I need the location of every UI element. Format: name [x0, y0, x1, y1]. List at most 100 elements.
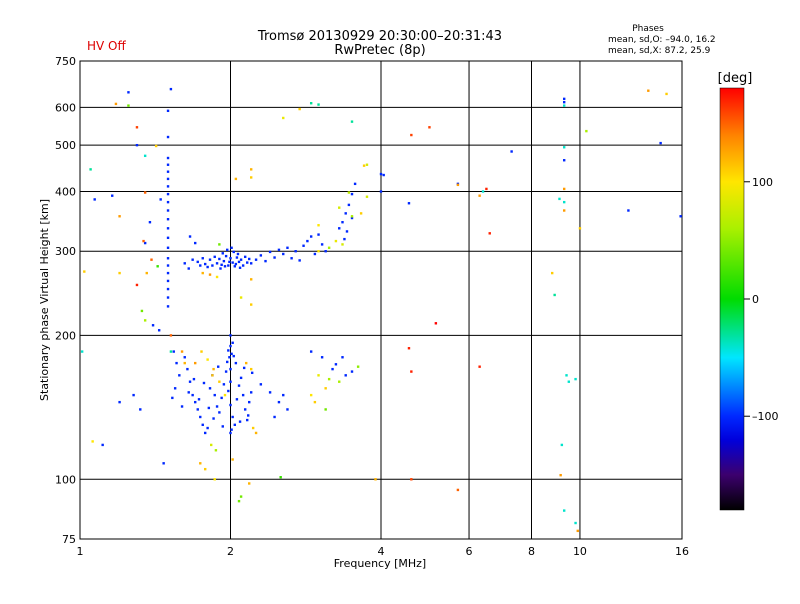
data-point: [558, 197, 561, 201]
data-point: [228, 260, 231, 264]
data-point: [248, 400, 251, 404]
data-point: [224, 254, 228, 258]
data-point: [211, 374, 214, 377]
data-point: [180, 350, 184, 353]
data-point: [224, 370, 228, 373]
data-point: [208, 273, 212, 276]
data-point: [196, 408, 199, 411]
data-point: [166, 156, 170, 160]
data-point: [166, 236, 170, 240]
data-point: [428, 126, 431, 129]
data-point: [166, 163, 170, 166]
data-point: [242, 366, 246, 370]
data-point: [118, 271, 121, 275]
colorbar-tick-label: –100: [752, 410, 779, 423]
data-point: [478, 194, 481, 197]
data-point: [343, 237, 346, 241]
data-point: [139, 408, 142, 411]
data-point: [203, 467, 207, 471]
data-point: [118, 400, 121, 404]
data-point: [166, 264, 170, 267]
data-point: [221, 425, 224, 428]
data-point: [562, 200, 566, 204]
data-point: [237, 499, 241, 503]
data-point: [114, 102, 118, 106]
data-point: [201, 271, 204, 275]
data-point: [249, 168, 253, 171]
data-point: [186, 367, 189, 371]
data-point: [338, 206, 341, 209]
data-point: [91, 440, 94, 443]
data-point: [345, 230, 349, 233]
chart-title-line2: RwPretec (8p): [334, 43, 425, 58]
phases-line1: mean, sd,O: –94.0, 16.2: [608, 35, 716, 45]
data-point: [192, 377, 196, 381]
data-point: [232, 354, 235, 358]
data-point: [247, 414, 250, 417]
data-point: [233, 265, 236, 268]
data-point: [213, 393, 216, 397]
data-point: [350, 216, 354, 220]
data-point: [565, 374, 568, 377]
axis-ticks: 1 2 4 6 8 10 16 75 100 200 300 400 500 600 750: [55, 55, 689, 558]
data-point: [264, 259, 267, 263]
data-point: [201, 423, 204, 427]
data-point: [201, 257, 204, 260]
data-point: [127, 91, 130, 94]
data-point: [379, 172, 383, 176]
data-point: [365, 163, 369, 166]
data-point: [166, 227, 170, 230]
hv-status-label: HV Off: [87, 39, 126, 53]
data-point: [231, 341, 234, 344]
data-point: [245, 361, 248, 365]
data-point: [379, 190, 383, 193]
x-axis-label: Frequency [MHz]: [334, 557, 426, 570]
data-point: [254, 431, 258, 435]
data-point: [166, 271, 170, 275]
data-point: [214, 449, 218, 452]
data-point: [249, 391, 253, 394]
data-point: [341, 243, 344, 246]
data-point: [135, 143, 139, 147]
data-point: [215, 405, 219, 408]
data-point: [353, 182, 357, 186]
data-point: [127, 104, 130, 107]
data-point: [143, 154, 147, 158]
data-point: [562, 209, 566, 212]
data-point: [151, 324, 155, 327]
data-point: [188, 380, 192, 383]
data-point: [410, 133, 413, 137]
data-point: [347, 191, 351, 194]
data-point: [309, 235, 313, 238]
data-point: [227, 349, 230, 352]
data-point: [382, 173, 385, 177]
data-point: [229, 380, 232, 383]
data-point: [317, 374, 320, 377]
data-point: [243, 408, 247, 411]
data-point: [338, 380, 341, 383]
data-point: [282, 116, 285, 120]
x-tick-label: 10: [573, 545, 587, 558]
data-point: [145, 271, 148, 275]
data-point: [350, 192, 354, 196]
data-point: [150, 258, 153, 261]
data-point: [175, 361, 178, 365]
data-point: [233, 423, 236, 427]
data-point: [223, 265, 227, 268]
data-point: [248, 482, 251, 485]
data-point: [665, 92, 668, 96]
data-point: [309, 350, 313, 353]
data-point: [334, 363, 338, 366]
data-point: [230, 246, 233, 249]
colorbar-tick-label: 100: [752, 176, 773, 189]
data-point: [183, 356, 186, 359]
data-point: [235, 398, 239, 401]
data-point: [407, 347, 411, 350]
data-point: [227, 389, 230, 393]
data-point: [510, 150, 513, 153]
data-point: [154, 144, 158, 148]
data-point: [142, 239, 145, 243]
data-point: [246, 261, 249, 264]
data-point: [659, 141, 662, 145]
data-point: [239, 296, 243, 299]
